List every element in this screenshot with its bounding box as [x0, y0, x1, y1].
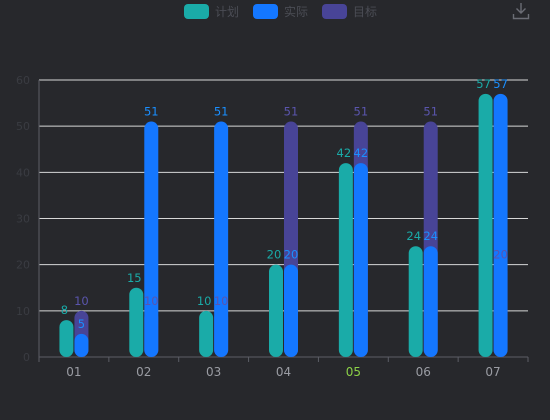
download-button[interactable]: [512, 2, 530, 20]
y-tick-label: 20: [16, 259, 30, 272]
data-label-target: 51: [354, 105, 369, 119]
data-label-plan: 42: [337, 146, 352, 160]
bar-actual: [144, 121, 159, 357]
data-label-plan: 8: [61, 303, 68, 317]
y-tick-label: 0: [23, 351, 30, 364]
data-label-actual: 20: [284, 248, 299, 262]
data-label-target: 10: [74, 294, 89, 308]
x-tick-label: 07: [485, 365, 500, 379]
data-label-target: 20: [493, 248, 508, 262]
data-label-plan: 24: [406, 229, 421, 243]
legend-item-plan[interactable]: 计划: [184, 3, 239, 20]
legend-item-actual[interactable]: 实际: [253, 3, 308, 20]
data-label-plan: 10: [197, 294, 212, 308]
x-tick-label: 04: [276, 365, 291, 379]
legend-swatch-actual: [253, 4, 279, 19]
bar-actual: [493, 93, 508, 357]
bar-plan: [269, 264, 283, 357]
data-label-actual: 51: [214, 105, 229, 119]
data-label-plan: 20: [267, 248, 282, 262]
x-tick-label: 01: [66, 365, 81, 379]
x-tick-label: 03: [206, 365, 221, 379]
legend-label-actual: 实际: [284, 5, 309, 19]
legend: 计划 实际 目标: [184, 3, 377, 20]
bar-actual: [74, 333, 89, 357]
data-label-actual: 42: [354, 146, 369, 160]
x-tick-label: 06: [416, 365, 431, 379]
y-tick-label: 60: [16, 74, 30, 87]
x-tick-label: 05: [346, 365, 361, 379]
bar-plan: [338, 163, 353, 357]
legend-swatch-plan: [184, 4, 209, 19]
data-label-actual: 5: [78, 317, 85, 331]
bar-actual: [423, 246, 438, 357]
download-icon: [512, 3, 530, 20]
legend-item-target[interactable]: 目标: [322, 3, 377, 20]
bar-plan: [59, 320, 74, 357]
bar-actual: [214, 121, 229, 357]
data-label-target: 10: [214, 294, 229, 308]
bar-actual: [353, 163, 368, 357]
data-label-actual: 24: [423, 229, 438, 243]
bar-plan: [199, 310, 214, 357]
y-tick-label: 40: [16, 166, 30, 179]
legend-label-target: 目标: [353, 5, 378, 19]
legend-label-plan: 计划: [215, 5, 240, 19]
y-tick-label: 30: [16, 213, 30, 226]
data-label-plan: 15: [127, 271, 142, 285]
data-label-target: 51: [284, 105, 299, 119]
y-tick-label: 10: [16, 305, 30, 318]
y-tick-label: 50: [16, 120, 30, 133]
bar-plan: [478, 93, 493, 357]
data-label-target: 51: [423, 105, 438, 119]
legend-swatch-target: [322, 4, 348, 19]
x-tick-label: 02: [136, 365, 151, 379]
bar-actual: [284, 264, 298, 357]
data-label-actual: 57: [493, 77, 508, 91]
data-label-plan: 57: [476, 77, 491, 91]
data-label-target: 10: [144, 294, 159, 308]
data-label-actual: 51: [144, 105, 159, 119]
bar-plan: [408, 246, 423, 357]
bar-plan: [129, 287, 144, 357]
